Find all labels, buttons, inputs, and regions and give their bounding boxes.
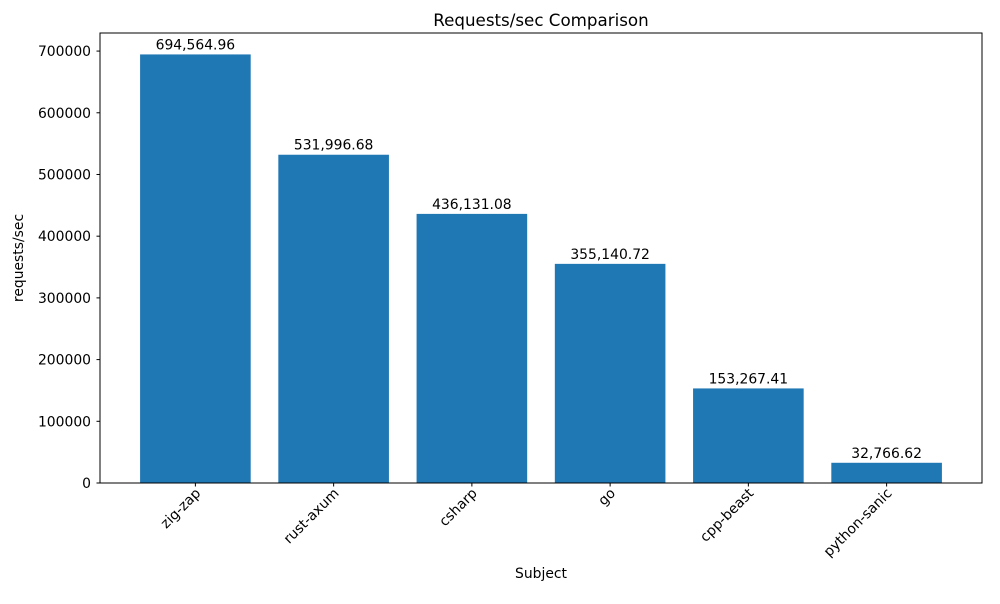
y-axis-label: requests/sec	[11, 214, 27, 302]
x-axis: zig-zap rust-axum csharp go cpp-beast python-…	[158, 483, 896, 561]
bar-value-label: 153,267.41	[709, 371, 789, 387]
bar-value-label: 694,564.96	[156, 37, 236, 53]
bar	[693, 388, 804, 483]
x-tick-label: csharp	[436, 485, 480, 529]
x-axis-label: Subject	[515, 566, 567, 582]
x-tick-label: cpp-beast	[697, 485, 757, 545]
bar	[416, 213, 528, 483]
bar-value-label: 32,766.62	[851, 446, 922, 462]
bar	[278, 154, 389, 483]
y-tick-label: 300000	[38, 291, 91, 307]
bar	[554, 263, 666, 483]
y-tick-label: 0	[82, 476, 91, 492]
y-tick-label: 700000	[38, 44, 91, 60]
bar-labels-group: 694,564.96 531,996.68 436,131.08 355,140.72…	[156, 37, 922, 461]
x-tick-label: python-sanic	[821, 486, 896, 561]
bar-value-label: 531,996.68	[294, 138, 374, 154]
y-tick-label: 500000	[38, 167, 91, 183]
y-tick-label: 600000	[38, 106, 91, 122]
x-tick-label: go	[595, 486, 619, 510]
bar-value-label: 355,140.72	[570, 247, 650, 263]
chart-title: Requests/sec Comparison	[433, 10, 648, 30]
x-tick-label: rust-axum	[281, 486, 343, 548]
plot-frame	[99, 32, 983, 484]
bars-group	[140, 54, 942, 484]
bar	[831, 462, 942, 483]
plot-border	[99, 32, 983, 484]
bar-value-label: 436,131.08	[432, 197, 512, 213]
bar	[140, 54, 251, 484]
y-tick-label: 100000	[38, 414, 91, 430]
y-tick-label: 200000	[38, 353, 91, 369]
x-tick-label: zig-zap	[158, 485, 205, 532]
y-tick-label: 400000	[38, 229, 91, 245]
y-axis: 0 100000 200000 300000 400000 500000 600000 700…	[38, 44, 100, 492]
